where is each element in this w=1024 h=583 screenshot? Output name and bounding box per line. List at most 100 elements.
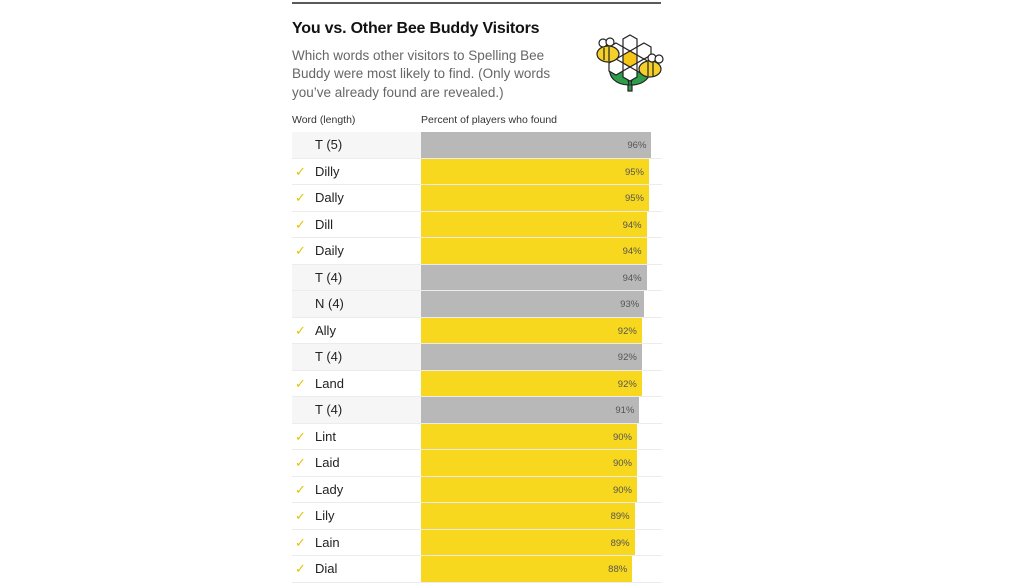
word-label: T (5) xyxy=(315,137,343,152)
top-rule xyxy=(292,2,661,4)
percent-label: 90% xyxy=(612,484,632,496)
word-cell: T (4) xyxy=(292,397,421,423)
word-label: Lady xyxy=(315,481,344,497)
found-bar: 94% xyxy=(421,211,647,237)
found-bar: 90% xyxy=(421,450,637,476)
word-cell: ✓ Daily xyxy=(292,238,421,264)
word-label: Dill xyxy=(315,216,334,232)
chart-title: You vs. Other Bee Buddy Visitors xyxy=(292,20,540,37)
found-bar: 94% xyxy=(421,238,647,264)
check-icon: ✓ xyxy=(295,534,306,550)
found-bar: 95% xyxy=(421,185,649,211)
found-bar: 92% xyxy=(421,370,642,396)
percent-label: 92% xyxy=(617,378,637,390)
check-icon: ✓ xyxy=(295,322,306,338)
percent-label: 90% xyxy=(612,431,632,443)
percent-label: 94% xyxy=(622,246,642,257)
chart-description: Which words other visitors to Spelling B… xyxy=(292,48,551,100)
check-icon: ✓ xyxy=(295,455,306,470)
check-icon: ✓ xyxy=(295,481,306,497)
table-row: ✓ Dally 95% xyxy=(292,185,662,212)
word-cell: ✓ Laid xyxy=(292,450,421,476)
check-icon: ✓ xyxy=(295,190,306,205)
word-cell: T (4) xyxy=(292,344,421,370)
table-row: ✓ Lily 89% xyxy=(292,503,662,530)
table-row: ✓ Lady 90% xyxy=(292,476,662,503)
check-icon: ✓ xyxy=(295,375,306,391)
hidden-bar: 91% xyxy=(421,397,640,423)
word-label: Laid xyxy=(315,455,340,470)
word-label: Daily xyxy=(315,243,344,258)
word-cell: T (5) xyxy=(292,132,421,158)
word-label: Ally xyxy=(315,322,336,338)
bee-flower-icon xyxy=(596,34,664,92)
hidden-bar: 93% xyxy=(421,291,645,317)
word-label: Dilly xyxy=(315,163,340,179)
found-bar: 95% xyxy=(421,158,649,184)
found-bar: 90% xyxy=(421,476,637,502)
word-label: T (4) xyxy=(315,402,343,417)
table-row: ✓ Land 92% xyxy=(292,370,662,397)
word-list: T (5) 96% ✓ Dilly 95% ✓ Dally 95% ✓ Dill 94% ✓ Daily… xyxy=(292,132,662,583)
percent-label: 95% xyxy=(624,193,644,204)
table-row: N (4) 93% xyxy=(292,291,662,318)
word-cell: N (4) xyxy=(292,291,421,317)
word-cell: ✓ Lily xyxy=(292,503,421,529)
table-row: ✓ Daily 94% xyxy=(292,238,662,265)
word-cell: ✓ Lint xyxy=(292,424,421,450)
found-bar: 89% xyxy=(421,503,635,529)
word-label: T (4) xyxy=(315,349,343,364)
word-cell: ✓ Dilly xyxy=(292,159,421,185)
table-row: ✓ Lint 90% xyxy=(292,423,662,450)
percent-label: 95% xyxy=(624,166,644,178)
column-header-word: Word (length) xyxy=(292,114,356,126)
check-icon: ✓ xyxy=(295,561,306,576)
word-label: T (4) xyxy=(315,269,343,285)
percent-label: 92% xyxy=(617,352,637,363)
table-row: ✓ Laid 90% xyxy=(292,450,662,477)
word-label: Lint xyxy=(315,428,336,444)
table-row: ✓ Lain 89% xyxy=(292,529,662,556)
table-row: T (4) 92% xyxy=(292,344,662,371)
percent-label: 88% xyxy=(608,564,628,575)
percent-label: 89% xyxy=(610,511,630,522)
percent-label: 92% xyxy=(617,325,637,337)
percent-label: 94% xyxy=(622,272,642,284)
found-bar: 88% xyxy=(421,556,633,582)
found-bar: 89% xyxy=(421,529,635,555)
percent-label: 89% xyxy=(610,537,630,549)
table-row: ✓ Dial 88% xyxy=(292,556,662,583)
word-label: Lily xyxy=(315,508,335,523)
word-cell: ✓ Dally xyxy=(292,185,421,211)
found-bar: 92% xyxy=(421,317,642,343)
check-icon: ✓ xyxy=(295,508,306,523)
word-cell: ✓ Ally xyxy=(292,318,421,344)
word-label: Land xyxy=(315,375,344,391)
word-label: N (4) xyxy=(315,296,344,311)
hidden-bar: 94% xyxy=(421,264,647,290)
word-label: Dally xyxy=(315,190,344,205)
word-cell: ✓ Land xyxy=(292,371,421,397)
table-row: T (5) 96% xyxy=(292,132,662,159)
table-row: ✓ Dill 94% xyxy=(292,211,662,238)
word-cell: T (4) xyxy=(292,264,421,290)
word-cell: ✓ Dill xyxy=(292,212,421,238)
percent-label: 96% xyxy=(627,140,647,151)
word-cell: ✓ Dial xyxy=(292,556,421,582)
found-bar: 90% xyxy=(421,423,637,449)
table-row: T (4) 91% xyxy=(292,397,662,424)
check-icon: ✓ xyxy=(295,163,306,179)
word-label: Lain xyxy=(315,534,340,550)
percent-label: 93% xyxy=(620,299,640,310)
percent-label: 90% xyxy=(612,458,632,469)
word-label: Dial xyxy=(315,561,338,576)
hidden-bar: 96% xyxy=(421,132,652,158)
check-icon: ✓ xyxy=(295,428,306,444)
table-row: T (4) 94% xyxy=(292,264,662,291)
percent-label: 94% xyxy=(622,219,642,231)
hidden-bar: 92% xyxy=(421,344,642,370)
word-cell: ✓ Lain xyxy=(292,530,421,556)
check-icon: ✓ xyxy=(295,216,306,232)
word-cell: ✓ Lady xyxy=(292,477,421,503)
table-row: ✓ Dilly 95% xyxy=(292,158,662,185)
